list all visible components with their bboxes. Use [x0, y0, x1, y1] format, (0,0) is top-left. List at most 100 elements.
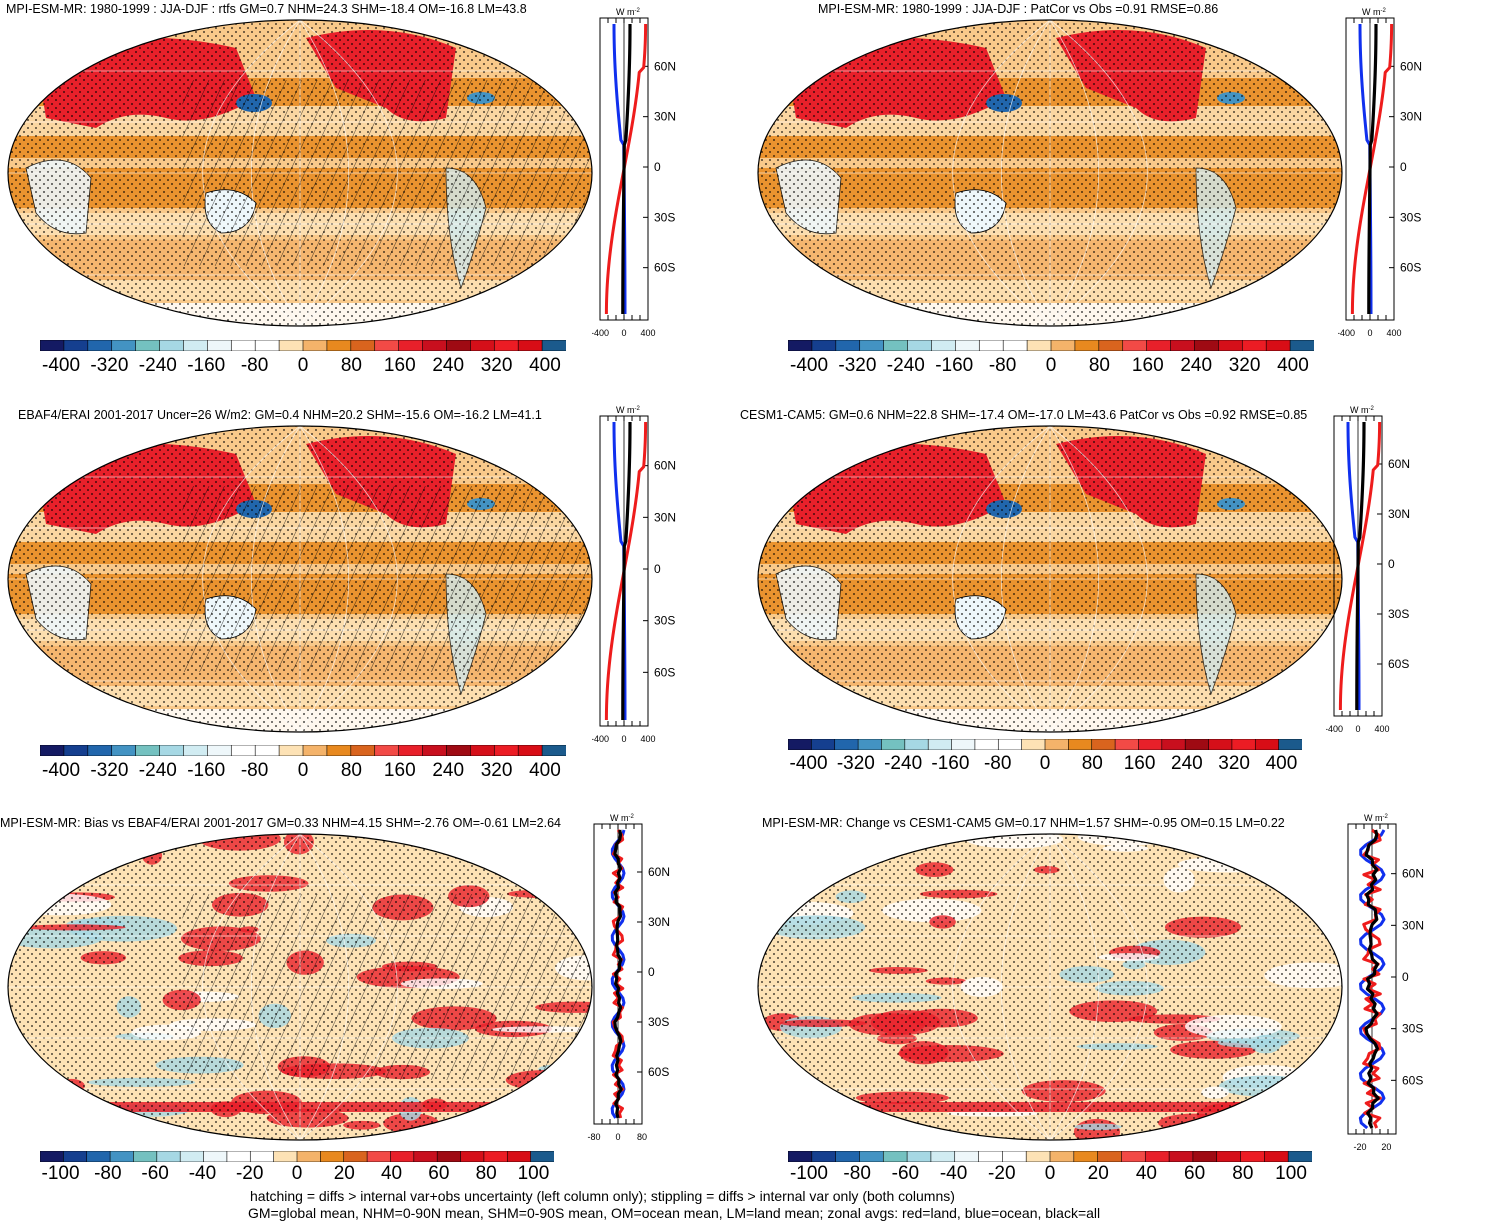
colorbar-bin: [203, 1151, 228, 1162]
colorbar-tick-label: -160: [931, 753, 970, 774]
colorbar-bin: [446, 745, 472, 756]
colorbar-bin: [1241, 340, 1267, 351]
zonal-units-label: W m-2: [616, 405, 640, 415]
colorbar-tick-label: 0: [291, 1163, 303, 1184]
colorbar-bin: [1264, 1151, 1289, 1162]
zonal-x-tick-label: 0: [1355, 724, 1360, 734]
colorbar-tick-label: -40: [188, 1163, 217, 1184]
colorbar-bin: [883, 340, 909, 351]
colorbar-tick-label: 240: [432, 760, 465, 781]
colorbar-tick-label: -320: [836, 753, 875, 774]
colorbar-tick-label: 160: [1131, 355, 1164, 376]
zonal-x-tick-label: 20: [1381, 1142, 1391, 1152]
latitude-tick-label: 30S: [1402, 1022, 1423, 1036]
colorbar-bin: [1208, 739, 1233, 750]
colorbar-bin: [350, 340, 376, 351]
colorbar-tick-label: 400: [1277, 355, 1309, 376]
colorbar-tick-label: 40: [380, 1163, 403, 1184]
colorbar-bin: [86, 1151, 111, 1162]
colorbar-bin: [788, 340, 813, 351]
latitude-tick-label: 60N: [1400, 59, 1422, 73]
colorbar-tick-label: 20: [333, 1163, 355, 1184]
zonal-mean-plot: W m-2 60N 30N 0 30S 60S -400 0 400: [592, 7, 676, 338]
colorbar-tick-label: -160: [187, 760, 226, 781]
colorbar-tick-label: 320: [1218, 753, 1250, 774]
latitude-tick-label: 30S: [648, 1015, 669, 1029]
colorbar-bin: [109, 1151, 135, 1162]
colorbar-bin: [159, 340, 185, 351]
colorbar-bin: [398, 745, 424, 756]
colorbar-bin: [788, 1151, 813, 1162]
colorbar-tick-label: -160: [935, 355, 974, 376]
colorbar-bin: [1184, 739, 1210, 750]
colorbar-bin: [207, 745, 233, 756]
colorbar-tick-label: -20: [988, 1163, 1016, 1184]
colorbar-tick-label: 40: [1135, 1163, 1157, 1184]
latitude-tick-label: 30S: [1400, 210, 1421, 224]
colorbar-bin: [1025, 1151, 1051, 1162]
colorbar-tick-label: 400: [529, 760, 561, 781]
colorbar-bin: [273, 1151, 298, 1162]
colorbar: [788, 739, 1302, 750]
latitude-tick-label: 0: [1402, 970, 1409, 984]
colorbar-tick-label: -60: [141, 1163, 169, 1184]
colorbar-tick-label: 320: [480, 760, 513, 781]
latitude-tick-label: 0: [648, 965, 655, 979]
panel-title: MPI-ESM-MR: Bias vs EBAF4/ERAI 2001-2017…: [0, 816, 561, 830]
latitude-tick-label: 0: [1400, 160, 1407, 174]
colorbar-bin: [470, 745, 496, 756]
colorbar-bin: [1278, 739, 1302, 750]
colorbar-tick-label: 0: [1045, 355, 1057, 376]
colorbar-bin: [87, 340, 113, 351]
colorbar-bin: [1091, 739, 1116, 750]
colorbar-tick-label: -240: [138, 760, 177, 781]
zonal-x-tick-label: 0: [621, 328, 626, 338]
panel-title: EBAF4/ERAI 2001-2017 Uncer=26 W/m2: GM=0…: [18, 408, 542, 422]
colorbar-bin: [390, 1151, 415, 1162]
colorbar-bin: [40, 1151, 65, 1162]
colorbar-bin: [1138, 739, 1163, 750]
latitude-tick-label: 30S: [654, 210, 675, 224]
colorbar-tick-label: -80: [240, 760, 269, 781]
colorbar-bin: [530, 1151, 554, 1162]
colorbar-bin: [517, 340, 543, 351]
colorbar-tick-label: 80: [340, 760, 362, 781]
colorbar-bin: [87, 745, 113, 756]
colorbar: [40, 745, 566, 756]
colorbar-bin: [1073, 1151, 1099, 1162]
colorbar-bin: [834, 739, 859, 750]
zonal-x-tick-label: -400: [592, 328, 609, 338]
colorbar-bin: [1168, 1151, 1194, 1162]
colorbar-bin: [954, 1151, 980, 1162]
colorbar-tick-label: -400: [789, 753, 828, 774]
colorbar-bin: [179, 1151, 205, 1162]
colorbar-tick-label: -100: [789, 1163, 828, 1184]
colorbar-bin: [1049, 1151, 1075, 1162]
colorbar-bin: [1265, 340, 1291, 351]
zonal-units-label: W m-2: [616, 7, 640, 17]
colorbar-bin: [951, 739, 976, 750]
colorbar-bin: [955, 340, 981, 351]
colorbar-bin: [63, 340, 89, 351]
colorbar-tick-label: 0: [297, 760, 309, 781]
colorbar: [788, 340, 1314, 351]
colorbar-tick-label: 400: [529, 355, 561, 376]
zonal-mean-plot: W m-2 60N 30N 0 30S 60S -20 20: [1347, 813, 1424, 1152]
colorbar-bin: [422, 340, 448, 351]
colorbar-bin: [857, 739, 883, 750]
colorbar-bin: [183, 340, 209, 351]
panel-title: MPI-ESM-MR: Change vs CESM1-CAM5 GM=0.17…: [762, 816, 1285, 830]
latitude-tick-label: 0: [654, 562, 661, 576]
colorbar-bin: [1002, 340, 1028, 351]
latitude-tick-label: 30N: [648, 915, 670, 929]
zonal-x-tick-label: 400: [1374, 724, 1389, 734]
colorbar-bin: [111, 340, 137, 351]
colorbar-bin: [446, 340, 472, 351]
colorbar-tick-label: 100: [517, 1163, 550, 1184]
colorbar-bin: [493, 340, 519, 351]
colorbar-tick-label: -320: [90, 760, 129, 781]
colorbar-bin: [1218, 340, 1244, 351]
colorbar-bin: [517, 745, 543, 756]
zonal-units-label: W m-2: [1364, 813, 1388, 823]
zonal-x-tick-label: 80: [637, 1132, 647, 1142]
